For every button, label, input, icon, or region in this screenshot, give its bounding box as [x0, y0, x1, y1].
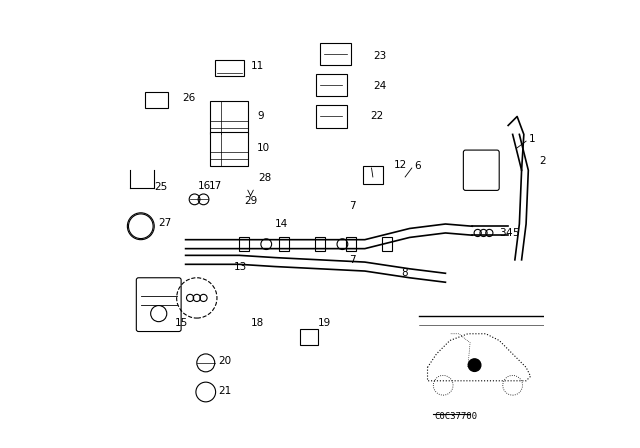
Text: 23: 23: [373, 51, 386, 61]
Text: 4: 4: [506, 228, 513, 238]
Text: 16: 16: [198, 181, 211, 191]
FancyBboxPatch shape: [136, 278, 181, 332]
Text: C0C37700: C0C37700: [435, 412, 477, 421]
Text: 29: 29: [244, 196, 257, 206]
Text: 13: 13: [234, 262, 247, 271]
Text: 8: 8: [401, 268, 408, 278]
Bar: [215, 60, 244, 76]
Text: 6: 6: [414, 161, 420, 171]
Text: 26: 26: [182, 93, 195, 103]
Text: 12: 12: [394, 160, 407, 170]
Text: 24: 24: [373, 81, 386, 91]
Bar: [145, 92, 168, 108]
Text: 14: 14: [275, 219, 289, 229]
Text: 22: 22: [370, 112, 383, 121]
Bar: [279, 237, 289, 251]
Bar: [346, 237, 356, 251]
Bar: [210, 101, 248, 134]
Bar: [362, 166, 383, 184]
Text: 2: 2: [540, 156, 546, 166]
Text: 27: 27: [159, 218, 172, 228]
Circle shape: [468, 359, 481, 371]
Text: 10: 10: [257, 143, 271, 153]
Bar: [382, 237, 392, 251]
Text: 7: 7: [349, 201, 356, 211]
Text: 17: 17: [209, 181, 222, 191]
Bar: [315, 237, 325, 251]
Text: 1: 1: [529, 134, 535, 144]
Text: 11: 11: [251, 61, 264, 71]
Bar: [320, 43, 351, 65]
Bar: [239, 237, 249, 251]
Text: 19: 19: [317, 318, 331, 327]
Text: 3: 3: [499, 228, 506, 238]
Text: 9: 9: [257, 111, 264, 121]
Text: 5: 5: [513, 228, 519, 238]
Text: 7: 7: [349, 255, 356, 265]
Bar: [210, 132, 248, 166]
FancyBboxPatch shape: [463, 150, 499, 190]
Bar: [316, 74, 347, 96]
Text: 20: 20: [218, 356, 231, 366]
Text: 28: 28: [258, 173, 271, 183]
Bar: [300, 329, 318, 345]
Text: 15: 15: [174, 318, 188, 327]
Bar: [316, 105, 347, 128]
Text: 18: 18: [251, 318, 264, 327]
Text: 21: 21: [218, 386, 231, 396]
Text: 25: 25: [154, 182, 168, 192]
